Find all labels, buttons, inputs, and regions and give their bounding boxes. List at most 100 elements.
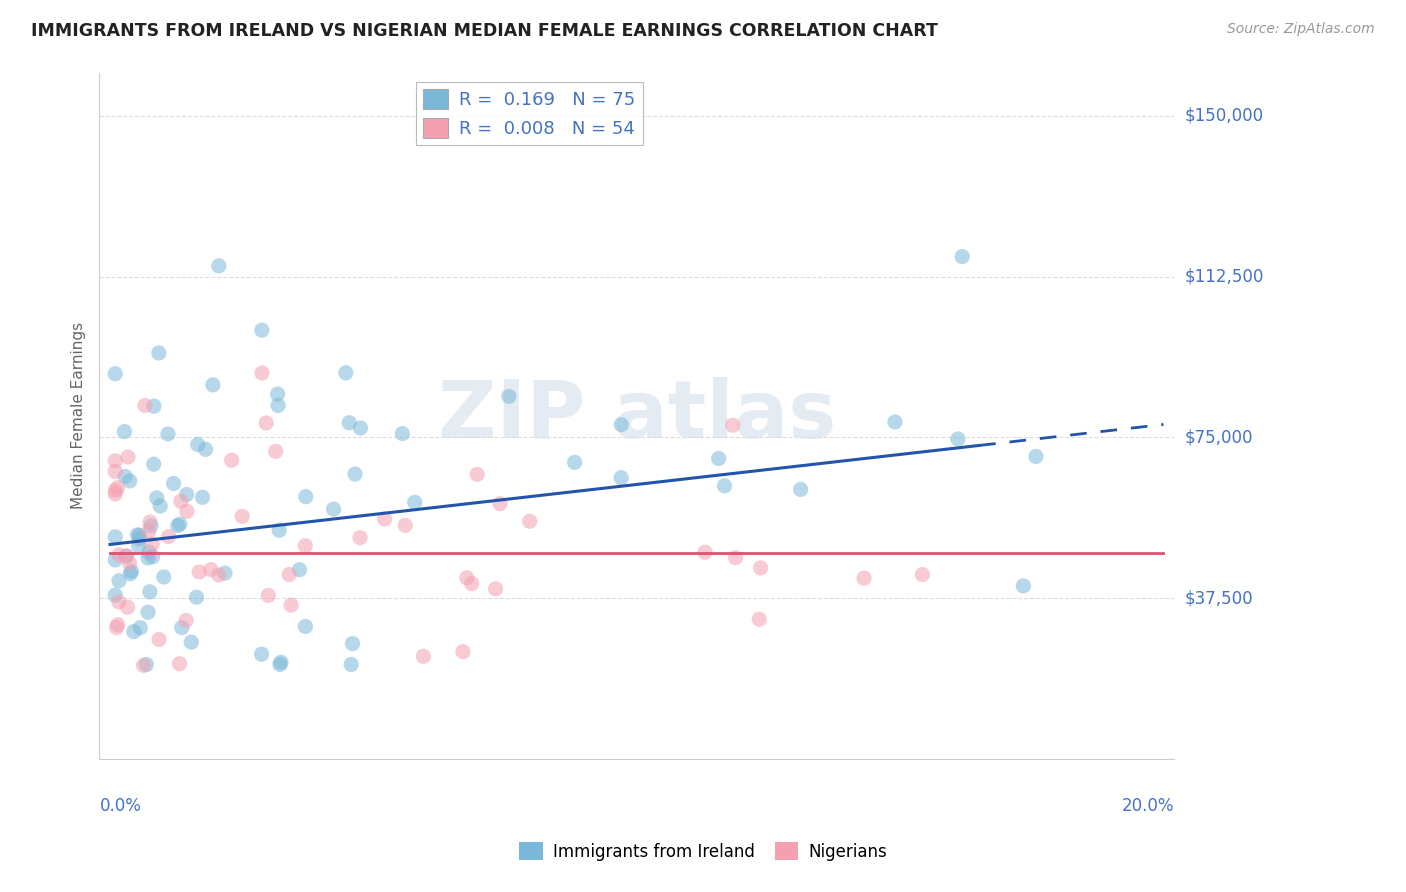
Point: [391, 426, 413, 441]
Text: 20.0%: 20.0%: [1122, 797, 1174, 814]
Point: [519, 514, 541, 528]
Text: 0.0%: 0.0%: [100, 797, 142, 814]
Point: [322, 502, 344, 516]
Point: [118, 474, 141, 488]
Point: [412, 649, 434, 664]
Point: [294, 619, 316, 633]
Point: [117, 600, 139, 615]
Point: [127, 528, 149, 542]
Point: [148, 346, 170, 360]
Point: [349, 421, 371, 435]
Point: [115, 549, 138, 563]
Point: [484, 582, 506, 596]
Point: [911, 567, 934, 582]
Point: [176, 504, 198, 518]
Point: [221, 453, 243, 467]
Point: [294, 539, 316, 553]
Point: [194, 442, 217, 457]
Point: [134, 399, 156, 413]
Point: [142, 549, 165, 564]
Point: [853, 571, 876, 585]
Point: [188, 565, 211, 579]
Point: [139, 515, 162, 529]
Point: [1025, 450, 1047, 464]
Point: [157, 530, 180, 544]
Point: [120, 566, 142, 581]
Point: [201, 377, 224, 392]
Point: [138, 524, 160, 539]
Point: [883, 415, 905, 429]
Point: [169, 516, 191, 531]
Point: [208, 259, 231, 273]
Point: [1012, 579, 1035, 593]
Point: [250, 323, 273, 337]
Point: [278, 567, 301, 582]
Y-axis label: Median Female Earnings: Median Female Earnings: [72, 322, 86, 509]
Text: $75,000: $75,000: [1185, 428, 1254, 446]
Point: [117, 450, 139, 464]
Point: [267, 399, 290, 413]
Point: [257, 588, 280, 602]
Point: [456, 571, 478, 585]
Point: [139, 518, 162, 533]
Point: [337, 416, 360, 430]
Point: [498, 389, 520, 403]
Point: [294, 490, 316, 504]
Point: [724, 550, 747, 565]
Point: [104, 487, 127, 501]
Point: [564, 455, 586, 469]
Point: [269, 657, 291, 672]
Point: [191, 491, 214, 505]
Legend: Immigrants from Ireland, Nigerians: Immigrants from Ireland, Nigerians: [513, 836, 893, 868]
Point: [344, 467, 367, 481]
Point: [132, 658, 155, 673]
Point: [489, 497, 512, 511]
Point: [122, 624, 145, 639]
Point: [128, 528, 150, 542]
Text: $150,000: $150,000: [1185, 107, 1264, 125]
Point: [104, 483, 127, 498]
Point: [461, 576, 484, 591]
Text: ZIP atlas: ZIP atlas: [437, 377, 837, 455]
Point: [180, 635, 202, 649]
Point: [170, 621, 193, 635]
Point: [114, 469, 136, 483]
Point: [404, 495, 426, 509]
Point: [950, 250, 973, 264]
Point: [269, 523, 291, 537]
Text: $37,500: $37,500: [1185, 589, 1254, 607]
Point: [394, 518, 416, 533]
Point: [135, 657, 157, 672]
Point: [120, 564, 142, 578]
Point: [107, 617, 129, 632]
Point: [104, 588, 127, 602]
Point: [104, 530, 127, 544]
Point: [335, 366, 357, 380]
Point: [108, 548, 131, 562]
Point: [170, 494, 193, 508]
Point: [169, 657, 191, 671]
Legend: R =  0.169   N = 75, R =  0.008   N = 54: R = 0.169 N = 75, R = 0.008 N = 54: [416, 82, 643, 145]
Point: [115, 549, 138, 563]
Point: [104, 367, 127, 381]
Point: [270, 655, 292, 669]
Point: [749, 561, 772, 575]
Point: [162, 476, 184, 491]
Point: [693, 545, 716, 559]
Point: [250, 366, 273, 380]
Point: [105, 621, 128, 635]
Point: [280, 598, 302, 612]
Point: [166, 518, 188, 533]
Point: [250, 647, 273, 661]
Point: [118, 556, 141, 570]
Point: [104, 454, 127, 468]
Point: [707, 451, 730, 466]
Point: [146, 491, 169, 505]
Point: [142, 457, 165, 471]
Point: [138, 545, 160, 559]
Point: [266, 387, 288, 401]
Point: [174, 614, 197, 628]
Point: [114, 425, 136, 439]
Point: [104, 553, 127, 567]
Point: [789, 483, 811, 497]
